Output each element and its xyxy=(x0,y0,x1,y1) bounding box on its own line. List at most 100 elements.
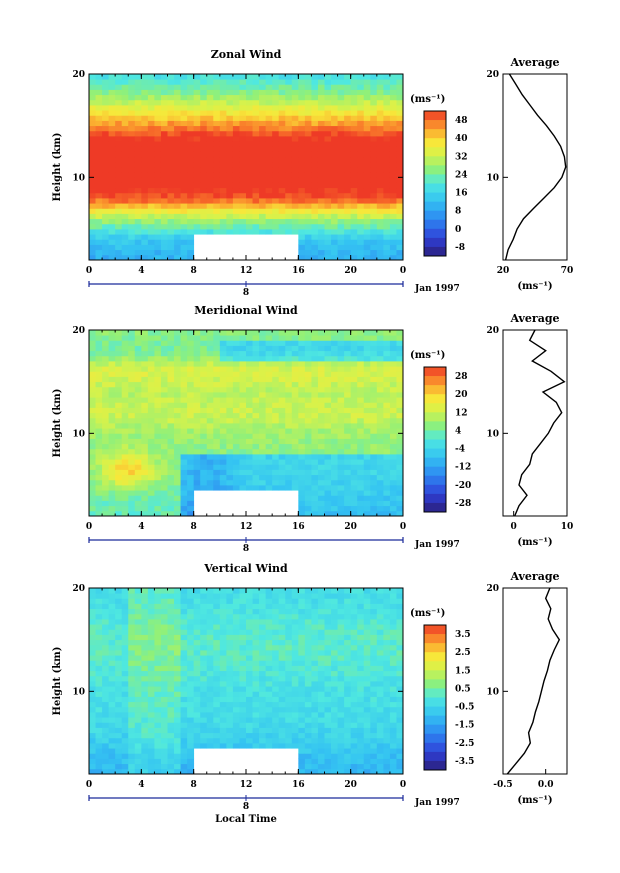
heatmap-cell xyxy=(167,469,175,476)
heatmap-cell xyxy=(167,763,175,770)
heatmap-cell xyxy=(219,335,227,341)
heatmap-cell xyxy=(147,407,155,414)
heatmap-cell xyxy=(167,167,175,173)
heatmap-cell xyxy=(174,598,181,604)
heatmap-cell xyxy=(187,423,195,429)
heatmap-cell xyxy=(95,686,103,692)
heatmap-cell xyxy=(324,758,332,765)
heatmap-cell xyxy=(272,161,280,168)
heatmap-cell xyxy=(121,412,129,419)
heatmap-cell xyxy=(265,223,273,230)
heatmap-cell xyxy=(89,619,96,625)
heatmap-cell xyxy=(160,423,168,429)
heatmap-cell xyxy=(108,402,116,408)
heatmap-cell xyxy=(160,244,168,251)
heatmap-cell xyxy=(232,182,240,189)
heatmap-cell xyxy=(278,229,286,235)
heatmap-cell xyxy=(200,665,208,672)
heatmap-cell xyxy=(350,696,358,703)
heatmap-cell xyxy=(278,629,286,635)
heatmap-cell xyxy=(108,443,116,450)
heatmap-cell xyxy=(232,660,240,666)
heatmap-cell xyxy=(160,350,168,357)
heatmap-cell xyxy=(376,407,384,414)
heatmap-cell xyxy=(121,722,129,728)
heatmap-cell xyxy=(278,660,286,666)
heatmap-cell xyxy=(317,644,325,651)
heatmap-cell xyxy=(121,239,129,245)
heatmap-cell xyxy=(298,464,306,470)
heatmap-cell xyxy=(206,182,214,189)
heatmap-cell xyxy=(160,125,168,132)
heatmap-cell xyxy=(324,350,332,357)
heatmap-cell xyxy=(246,407,253,414)
heatmap-cell xyxy=(147,340,155,346)
heatmap-cell xyxy=(147,696,155,703)
heatmap-cell xyxy=(89,350,96,357)
heatmap-cell xyxy=(213,732,221,739)
heatmap-cell xyxy=(121,748,129,754)
heatmap-cell xyxy=(363,727,371,734)
heatmap-cell xyxy=(115,361,123,367)
heatmap-cell xyxy=(259,120,267,127)
heatmap-cell xyxy=(95,99,103,106)
heatmap-cell xyxy=(206,624,214,630)
heatmap-cell xyxy=(265,376,273,383)
heatmap-cell xyxy=(337,213,345,220)
heatmap-cell xyxy=(396,110,404,116)
heatmap-cell xyxy=(219,172,227,178)
heatmap-cell xyxy=(206,213,214,220)
heatmap-cell xyxy=(298,758,306,765)
heatmap-cell xyxy=(304,125,312,132)
heatmap-cell xyxy=(174,727,181,734)
heatmap-cell xyxy=(200,681,208,687)
heatmap-cell xyxy=(141,105,149,111)
heatmap-cell xyxy=(154,500,162,507)
heatmap-cell xyxy=(272,172,280,178)
heatmap-cell xyxy=(115,340,123,346)
heatmap-cell xyxy=(389,469,397,476)
heatmap-cell xyxy=(89,254,96,261)
heatmap-cell xyxy=(89,768,96,775)
heatmap-cell xyxy=(206,438,214,445)
heatmap-cell xyxy=(272,644,280,651)
heatmap-cell xyxy=(331,608,338,615)
heatmap-cell xyxy=(219,613,227,620)
heatmap-cell xyxy=(363,758,371,765)
heatmap-cell xyxy=(174,366,181,372)
heatmap-cell xyxy=(219,74,227,80)
heatmap-cell xyxy=(357,634,365,641)
heatmap-cell xyxy=(272,443,280,450)
heatmap-cell xyxy=(108,244,116,251)
heatmap-cell xyxy=(134,593,142,599)
heatmap-cell xyxy=(259,624,267,630)
heatmap-cell xyxy=(291,712,299,718)
heatmap-cell xyxy=(317,182,325,189)
heatmap-cell xyxy=(285,172,293,178)
heatmap-cell xyxy=(298,146,306,152)
heatmap-cell xyxy=(232,655,240,661)
heatmap-cell xyxy=(252,737,260,744)
heatmap-cell xyxy=(363,371,371,377)
heatmap-cell xyxy=(389,151,397,158)
heatmap-cell xyxy=(108,392,116,398)
heatmap-cell xyxy=(350,448,358,455)
heatmap-cell xyxy=(226,125,234,132)
heatmap-cell xyxy=(232,192,240,199)
heatmap-cell xyxy=(89,203,96,209)
heatmap-cell xyxy=(259,110,267,116)
heatmap-cell xyxy=(232,213,240,220)
heatmap-cell xyxy=(141,244,149,251)
average-x-tick-label: 0 xyxy=(511,522,517,532)
heatmap-cell xyxy=(141,223,149,230)
heatmap-cell xyxy=(317,161,325,168)
heatmap-cell xyxy=(193,79,201,85)
heatmap-cell xyxy=(337,110,345,116)
heatmap-cell xyxy=(389,254,397,261)
heatmap-cell xyxy=(350,366,358,372)
heatmap-cell xyxy=(331,89,338,96)
heatmap-cell xyxy=(331,598,338,604)
heatmap-cell xyxy=(363,223,371,230)
heatmap-cell xyxy=(167,443,175,450)
heatmap-cell xyxy=(350,660,358,666)
